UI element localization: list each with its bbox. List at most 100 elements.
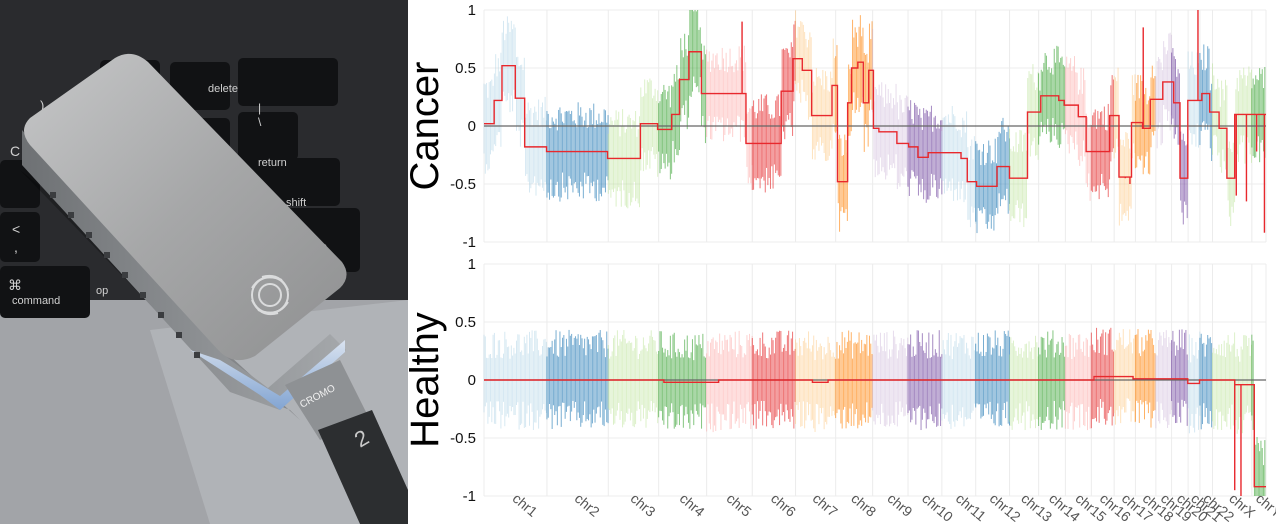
key xyxy=(0,266,90,318)
x-tick-label-chr4: chr4 xyxy=(677,490,708,520)
device-photo: + = ) delete } ] | \ return shift C < , … xyxy=(0,0,408,524)
x-tick-label-chr5: chr5 xyxy=(724,490,755,520)
segment-path xyxy=(484,51,1266,188)
x-tick-label-chr11: chr11 xyxy=(953,490,989,524)
y-tick-label: -1 xyxy=(463,488,476,505)
key-label-pipe-bottom: \ xyxy=(258,115,262,129)
y-tick-label: 1 xyxy=(468,2,476,19)
chromosome-band-chr14 xyxy=(1038,45,1066,148)
y-tick-label: -0.5 xyxy=(450,176,476,193)
chromosome-band-chr11 xyxy=(941,105,977,228)
vent-hole xyxy=(86,232,92,238)
key-label-opt: op xyxy=(96,285,108,297)
x-tick-label-chr2: chr2 xyxy=(572,490,603,520)
chromosome-band-chr16 xyxy=(1090,327,1114,429)
key-label-comma: , xyxy=(14,239,18,255)
cable-boot xyxy=(318,410,408,524)
swirl-ring xyxy=(258,283,282,307)
panel-label: Healthy xyxy=(408,312,447,448)
chromosome-band-chrX xyxy=(1212,63,1253,226)
swirl-arm xyxy=(261,274,289,291)
chromosome-band-chr4 xyxy=(658,10,706,180)
chromosome-band-chr5 xyxy=(706,330,753,433)
key-label-delete: delete xyxy=(208,83,238,95)
chromosome-band-chr13 xyxy=(1009,64,1039,228)
y-ticks: -1 -0.5 0 0.5 1 xyxy=(450,256,476,505)
key-label-paren: ) xyxy=(40,98,44,113)
y-tick-label: -0.5 xyxy=(450,430,476,447)
key xyxy=(238,112,298,160)
key-label-shift: shift xyxy=(286,197,306,209)
key-label-pipe-top: | xyxy=(258,101,261,115)
y-tick-label: 0 xyxy=(468,372,476,389)
vent-hole xyxy=(50,192,56,198)
x-tick-label-chr9: chr9 xyxy=(884,490,915,520)
chromosome-band-chr3 xyxy=(607,330,659,428)
key-label-cmd-symbol: ⌘ xyxy=(8,277,22,293)
chromosome-band-chr10 xyxy=(907,330,943,431)
segment-path xyxy=(484,375,1266,488)
chromosome-band-chr3 xyxy=(607,78,659,209)
x-tick-label-chr3: chr3 xyxy=(628,490,659,520)
segment-line xyxy=(484,375,1266,496)
chromosome-band-chr13 xyxy=(1009,335,1039,431)
vent-hole xyxy=(104,252,110,258)
chromosome-band-chr18 xyxy=(1134,329,1156,428)
vent-hole xyxy=(176,332,182,338)
chromosome-band-chr22 xyxy=(1199,333,1213,430)
chromosome-band-chr2 xyxy=(546,102,609,202)
chromosome-band-chrX xyxy=(1212,332,1253,434)
x-tick-label-chr13: chr13 xyxy=(1018,490,1055,524)
y-ticks: -1 -0.5 0 0.5 1 xyxy=(450,2,476,251)
chromosome-band-chr11 xyxy=(941,332,977,429)
swirl-logo-icon xyxy=(251,274,289,316)
chromosome-band-chr6 xyxy=(751,330,796,429)
device-top xyxy=(24,53,347,361)
chromosome-band-chr8 xyxy=(835,330,873,429)
chromosome-band-chr12 xyxy=(975,330,1011,427)
chromosome-band-chr21 xyxy=(1187,331,1201,434)
chromosome-band-chr9 xyxy=(872,330,909,427)
x-tick-label-chr12: chr12 xyxy=(987,490,1024,524)
vent-hole xyxy=(140,292,146,298)
usb-cable: CROMO 2 xyxy=(285,360,408,524)
x-tick-label-chr8: chr8 xyxy=(848,490,879,520)
chromosome-band-chr18 xyxy=(1134,65,1156,175)
key-label-command: command xyxy=(12,295,60,307)
chromosome-band-chr20 xyxy=(1171,329,1188,426)
chromosome-band-chr10 xyxy=(907,100,943,203)
healthy-panel: -1 -0.5 0 0.5 1 Healthy chr1 chr2 chr3 chr4 chr5… xyxy=(408,256,1276,524)
y-tick-label: 0.5 xyxy=(455,60,476,77)
vent-hole xyxy=(194,352,200,358)
x-tick-label-chr10: chr10 xyxy=(919,490,956,524)
copy-number-charts: -1 -0.5 0 0.5 1 Cancer -1 -0.5 0 0.5 1 Healthy c… xyxy=(408,2,1276,524)
chromosome-band-chr7 xyxy=(795,331,836,433)
x-ticks: chr1 chr2 chr3 chr4 chr5 chr6 chr7 chr8 chr9 chr1… xyxy=(510,490,1276,524)
y-tick-label: 1 xyxy=(468,256,476,273)
key-label-c: C xyxy=(10,143,20,159)
x-tick-label-chr6: chr6 xyxy=(768,490,799,520)
key xyxy=(0,212,40,262)
chromosome-band-chr8 xyxy=(835,15,873,232)
vent-hole xyxy=(158,312,164,318)
chromosome-band-chr1 xyxy=(483,16,547,196)
key-label-lt: < xyxy=(12,221,20,237)
chromosome-band-chr15 xyxy=(1064,333,1091,431)
panel-label: Cancer xyxy=(408,62,447,191)
segment-line xyxy=(484,10,1266,233)
chromosome-band-chr7 xyxy=(795,10,836,161)
vent-hole xyxy=(122,272,128,278)
chromosome-band-chr6 xyxy=(751,20,796,193)
key xyxy=(238,58,338,106)
noise-bands xyxy=(483,327,1266,496)
vent-holes xyxy=(50,192,200,358)
x-tick-label-chr7: chr7 xyxy=(810,490,841,520)
chromosome-band-chr19 xyxy=(1155,32,1172,149)
chromosome-band-chr9 xyxy=(872,28,909,190)
x-tick-label-chr1: chr1 xyxy=(510,490,541,520)
y-tick-label: 0 xyxy=(468,118,476,135)
noise-bands xyxy=(483,10,1266,234)
y-tick-label: -1 xyxy=(463,234,476,251)
key-label-return: return xyxy=(258,157,287,169)
chromosome-band-chr12 xyxy=(975,117,1011,234)
